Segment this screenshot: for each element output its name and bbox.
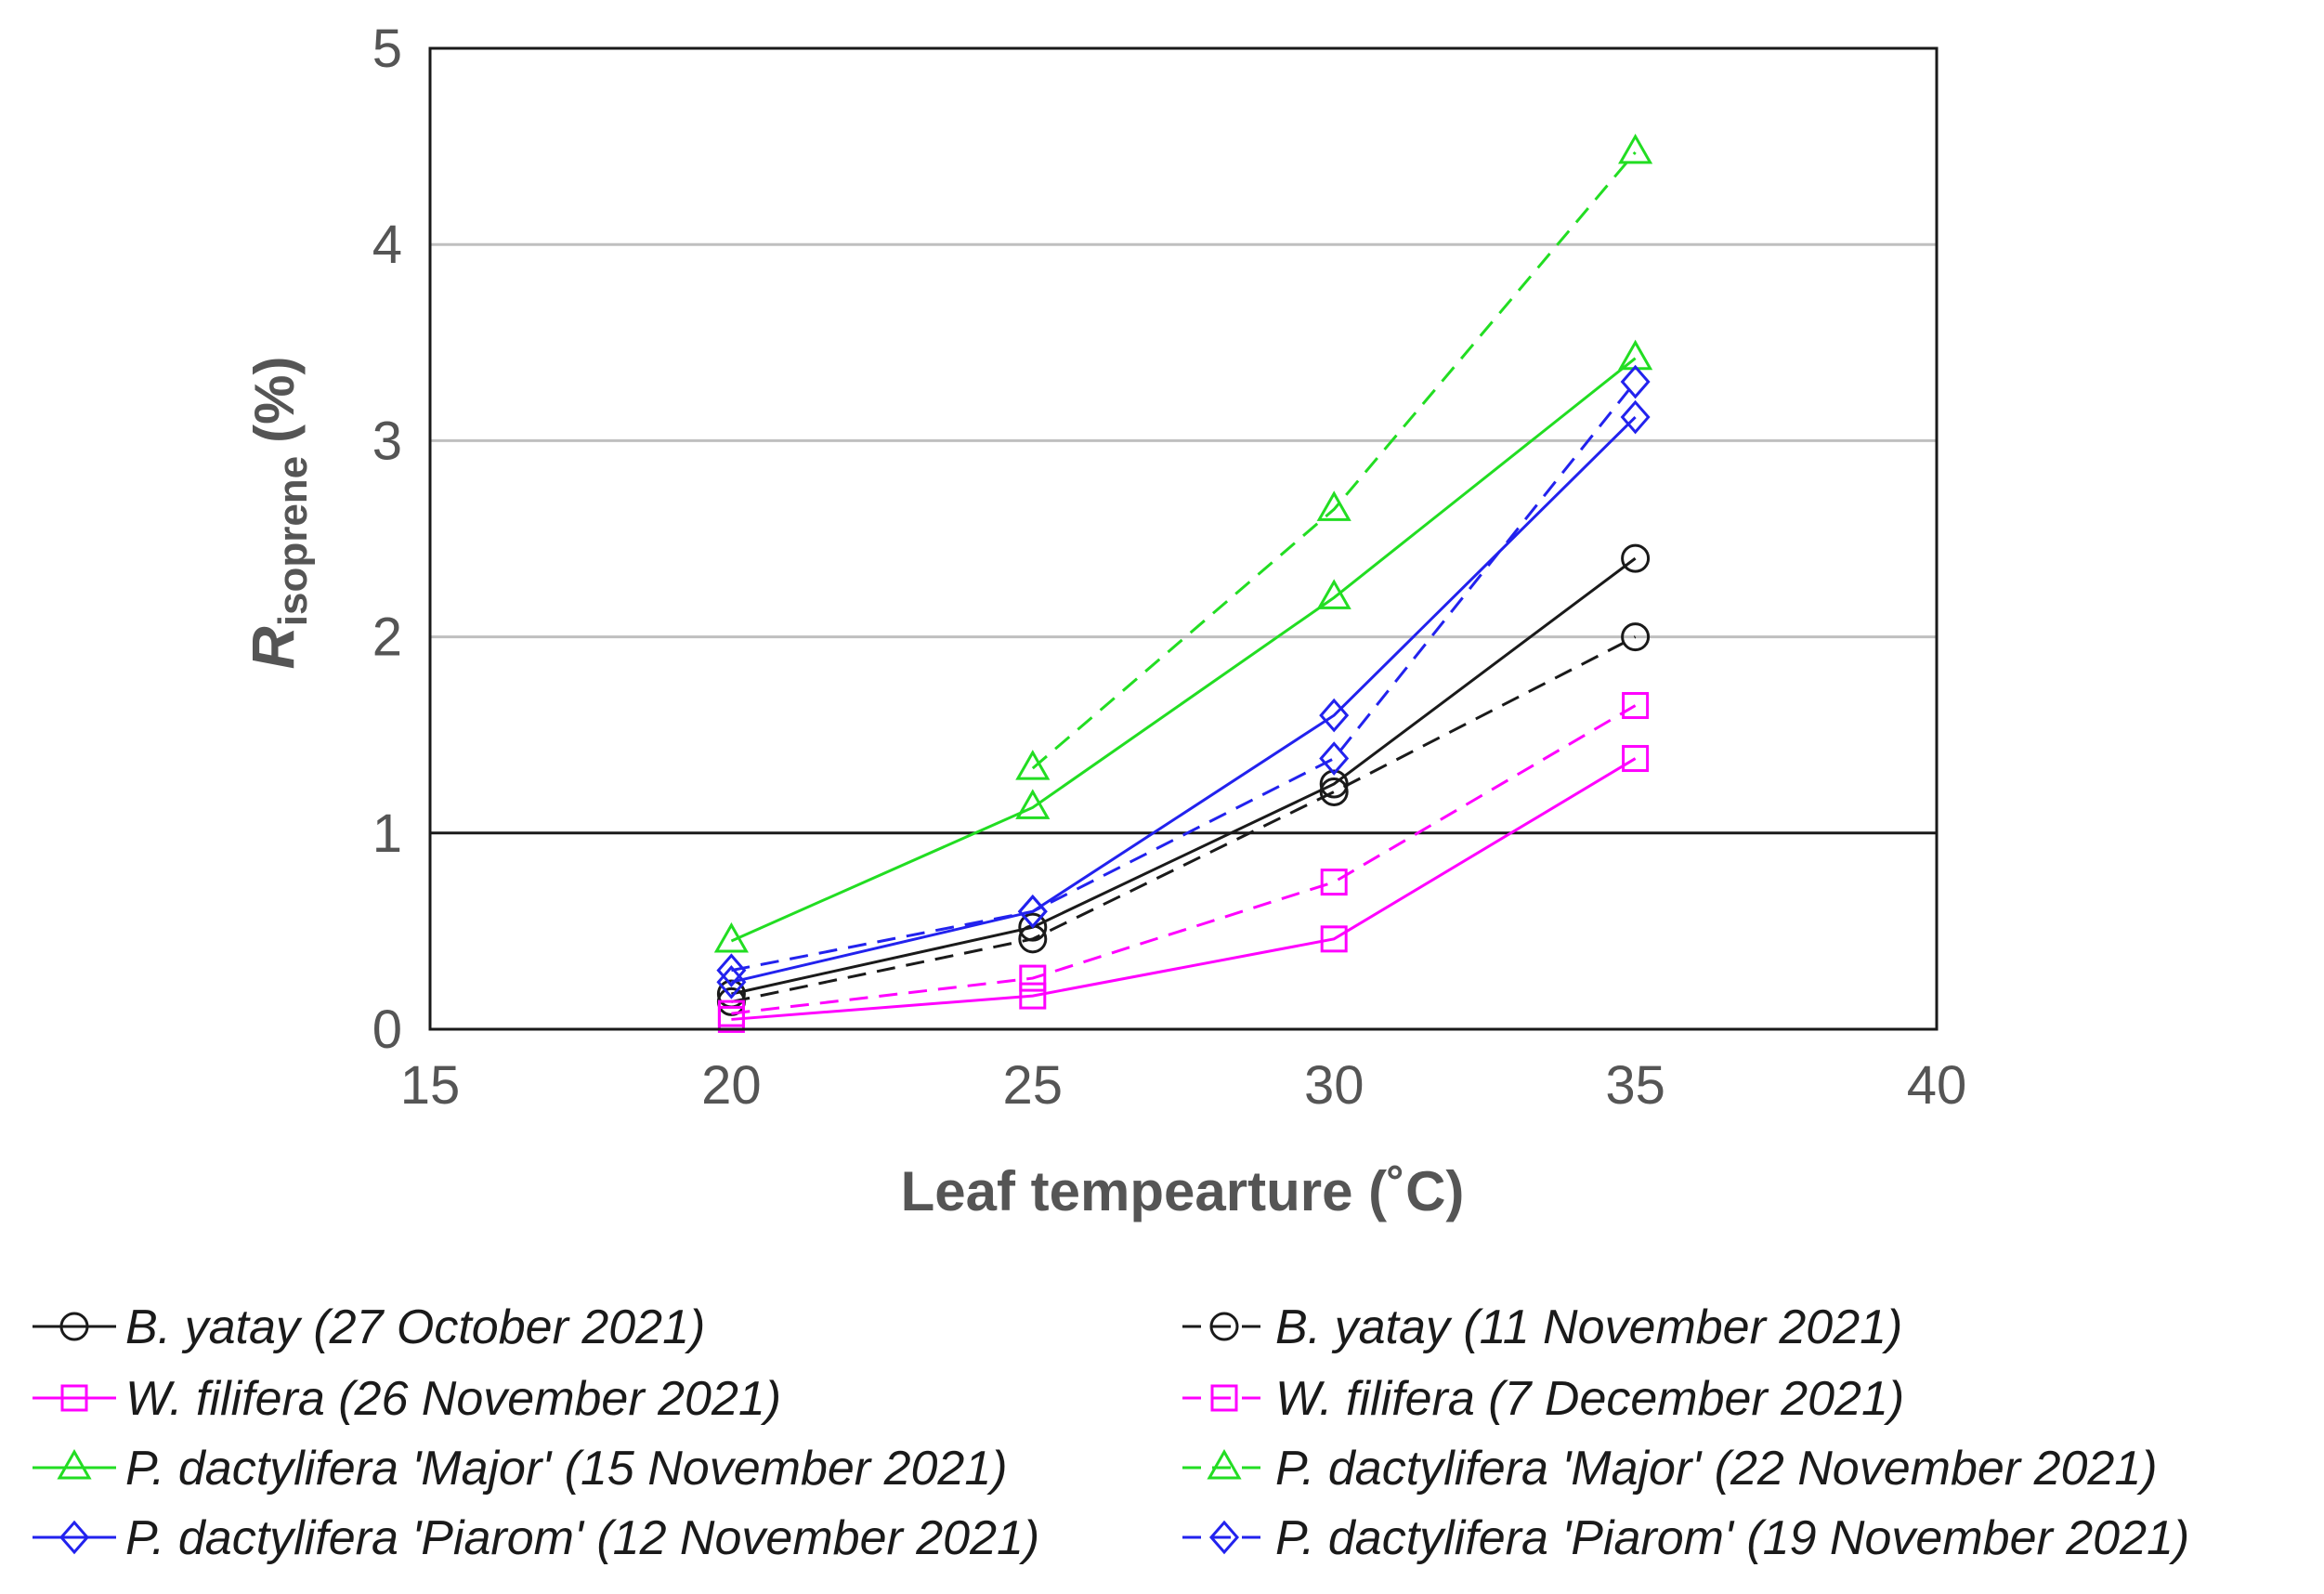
x-axis-title: Leaf tempearture (˚C) [901,1160,1465,1222]
series-line [731,704,1637,1015]
series-layer [713,133,1653,1033]
x-tick-label: 40 [1907,1055,1967,1116]
data-point [1019,964,1047,992]
legend: B. yatay (27 October 2021) B. yatay (11 N… [33,1300,2189,1565]
x-tick-label: 35 [1605,1055,1665,1116]
legend-label: W. filifera (26 November 2021) [125,1372,781,1426]
series-line [1031,150,1637,770]
tick-layer: 15 20 25 30 35 40 0 1 2 3 4 5 [372,19,1967,1116]
data-point [713,921,749,953]
legend-marker [59,1520,89,1555]
data-point [1618,133,1653,164]
y-axis-title-sub: isoprene [270,456,316,626]
legend-marker [1209,1520,1239,1555]
data-point [1618,339,1653,371]
legend-marker [1207,1448,1242,1480]
series-line [731,415,1637,984]
data-point [1015,750,1051,780]
y-tick-label: 0 [372,1000,402,1060]
y-tick-label: 4 [372,215,402,275]
y-axis-title-main: R [240,626,307,669]
legend-item: W. filifera (7 December 2021) [1182,1372,1904,1426]
legend-marker [1209,1312,1239,1341]
series-6 [716,399,1651,1000]
legend-label: P. dactylifera 'Major' (22 November 2021… [1275,1442,2158,1496]
x-tick-label: 25 [1003,1055,1064,1116]
y-tick-label: 2 [372,608,402,668]
series-line [730,357,1637,943]
legend-marker [60,1384,88,1412]
legend-marker [59,1312,89,1341]
series-5 [1015,133,1653,780]
data-point [1319,741,1350,776]
x-tick-label: 20 [701,1055,762,1116]
y-axis-title-unit: (%) [243,357,306,443]
legend-item: W. filifera (26 November 2021) [33,1372,781,1426]
data-point [717,1000,745,1027]
data-point [1319,777,1349,806]
data-point [1316,490,1351,521]
grid-layer [430,242,1937,835]
series-line [731,635,1637,1003]
data-point [1015,789,1051,819]
data-point [1320,869,1348,896]
data-point [1017,895,1048,929]
legend-item: P. dactylifera 'Major' (15 November 2021… [33,1442,1008,1496]
y-axis-title: Risoprene (%) [240,357,316,670]
x-tick-label: 30 [1304,1055,1364,1116]
data-point [1620,399,1651,435]
legend-marker [1210,1384,1238,1412]
data-point [1620,364,1651,399]
series-line [731,556,1637,996]
series-2 [717,745,1650,1033]
legend-label: B. yatay (27 October 2021) [125,1300,705,1354]
legend-marker [57,1448,92,1480]
plot-frame [428,46,1939,1031]
legend-item: P. dactylifera 'Piarom' (12 November 202… [33,1511,1039,1565]
y-tick-label: 1 [372,804,402,864]
series-line [731,381,1637,973]
legend-label: P. dactylifera 'Major' (15 November 2021… [125,1442,1008,1496]
data-point [1621,543,1651,573]
x-tick-label: 15 [400,1055,461,1116]
y-tick-label: 3 [372,411,402,471]
data-point [1622,745,1650,773]
data-point [716,953,747,987]
data-point [1622,692,1650,720]
legend-item: B. yatay (27 October 2021) [33,1300,705,1354]
legend-label: P. dactylifera 'Piarom' (19 November 202… [1275,1511,2189,1565]
data-point [1320,925,1348,953]
legend-item: P. dactylifera 'Piarom' (19 November 202… [1182,1511,2189,1565]
series-1 [716,622,1651,1016]
series-line [731,757,1637,1021]
series-7 [716,364,1651,987]
data-point [1621,622,1651,652]
y-tick-label: 5 [372,19,402,79]
legend-item: P. dactylifera 'Major' (22 November 2021… [1182,1442,2158,1496]
series-4 [713,339,1653,953]
legend-item: B. yatay (11 November 2021) [1182,1300,1902,1354]
legend-label: P. dactylifera 'Piarom' (12 November 202… [125,1511,1039,1565]
data-point [1319,698,1350,733]
data-point [1316,579,1351,609]
legend-label: B. yatay (11 November 2021) [1275,1300,1902,1354]
data-point [1019,982,1047,1010]
series-0 [716,543,1651,1009]
series-3 [717,692,1650,1027]
legend-label: W. filifera (7 December 2021) [1275,1372,1904,1426]
